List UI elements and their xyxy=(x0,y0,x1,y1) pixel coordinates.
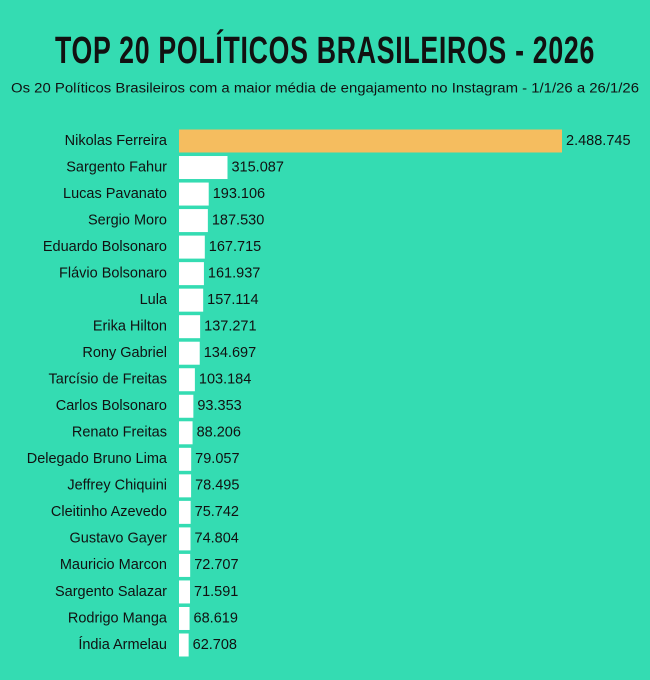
value-label: 88.206 xyxy=(197,425,241,441)
category-label: Lula xyxy=(140,292,168,308)
value-label: 137.271 xyxy=(204,319,256,335)
bar xyxy=(179,182,209,206)
category-label: Renato Freitas xyxy=(72,425,167,441)
category-label: Erika Hilton xyxy=(93,319,167,335)
bar xyxy=(179,500,191,524)
bar xyxy=(179,633,189,657)
bar xyxy=(179,315,201,339)
value-label: 187.530 xyxy=(212,212,264,228)
value-label: 79.057 xyxy=(195,451,239,467)
value-label: 157.114 xyxy=(207,292,258,308)
value-label: 93.353 xyxy=(197,398,241,414)
category-label: Eduardo Bolsonaro xyxy=(43,239,167,255)
bar xyxy=(179,209,208,233)
chart-title: TOP 20 POLÍTICOS BRASILEIROS - 2026 xyxy=(55,28,595,72)
value-label: 62.708 xyxy=(193,637,237,653)
category-label: Carlos Bolsonaro xyxy=(56,398,167,414)
category-label: Nikolas Ferreira xyxy=(65,133,168,149)
category-label: Jeffrey Chiquini xyxy=(67,478,167,494)
category-label: Sargento Fahur xyxy=(66,159,167,175)
value-label: 72.707 xyxy=(194,557,238,573)
value-label: 103.184 xyxy=(199,372,251,388)
chart-subtitle: Os 20 Políticos Brasileiros com a maior … xyxy=(11,81,639,96)
category-label: Gustavo Gayer xyxy=(69,531,167,547)
bar xyxy=(179,527,191,551)
bar xyxy=(179,580,191,604)
bar xyxy=(179,156,228,180)
value-label: 134.697 xyxy=(204,345,256,361)
value-label: 161.937 xyxy=(208,265,260,281)
value-label: 75.742 xyxy=(195,504,239,520)
value-label: 78.495 xyxy=(195,478,239,494)
category-label: Cleitinho Azevedo xyxy=(51,504,167,520)
bar xyxy=(179,341,200,365)
category-label: Índia Armelau xyxy=(78,636,167,653)
bar xyxy=(179,262,204,286)
category-label: Rodrigo Manga xyxy=(68,610,168,626)
bar xyxy=(179,235,205,259)
value-label: 2.488.745 xyxy=(566,133,631,149)
category-label: Tarcísio de Freitas xyxy=(49,372,167,388)
value-label: 71.591 xyxy=(194,584,238,600)
value-label: 68.619 xyxy=(194,610,238,626)
category-label: Flávio Bolsonaro xyxy=(59,265,167,281)
bar xyxy=(179,129,562,153)
category-label: Delegado Bruno Lima xyxy=(27,451,168,467)
value-label: 74.804 xyxy=(195,531,239,547)
bar xyxy=(179,553,191,577)
category-label: Sergio Moro xyxy=(88,212,167,228)
bar xyxy=(179,368,195,392)
category-label: Mauricio Marcon xyxy=(60,557,167,573)
value-label: 193.106 xyxy=(213,186,265,202)
value-label: 167.715 xyxy=(209,239,261,255)
bar xyxy=(179,474,192,498)
bar xyxy=(179,447,192,471)
category-label: Lucas Pavanato xyxy=(63,186,167,202)
bar xyxy=(179,421,193,445)
bar xyxy=(179,394,194,418)
value-label: 315.087 xyxy=(231,159,283,175)
category-label: Rony Gabriel xyxy=(82,345,167,361)
bar xyxy=(179,288,204,312)
category-label: Sargento Salazar xyxy=(55,584,167,600)
bar xyxy=(179,606,190,630)
